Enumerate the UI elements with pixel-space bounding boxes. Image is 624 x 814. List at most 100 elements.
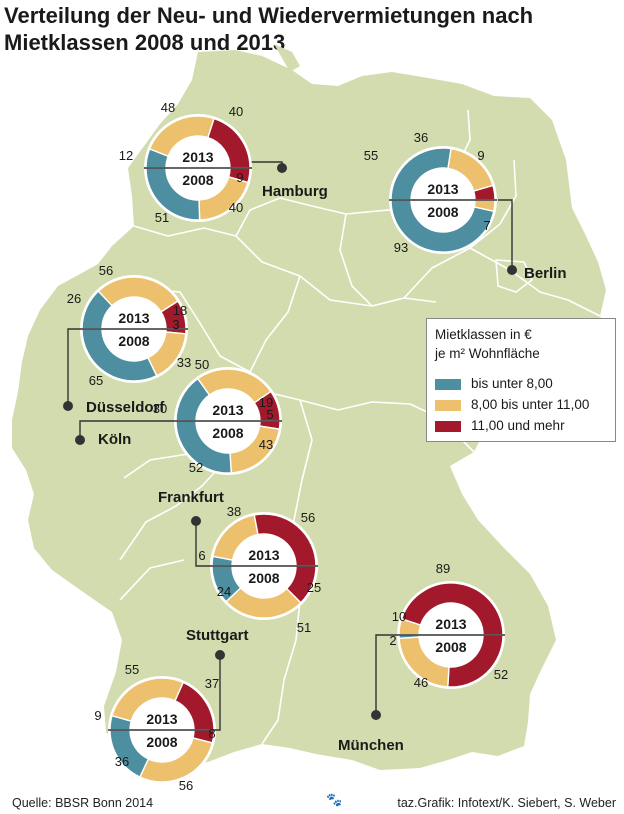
leader-line-4 <box>195 521 211 567</box>
year-2008-label: 2008 <box>212 425 243 441</box>
year-2013-label: 2013 <box>435 616 466 632</box>
legend-swatch-high <box>435 421 461 432</box>
legend-title: Mietklassen in € je m² Wohnfläche <box>435 325 540 363</box>
value-2008-5-0: 36 <box>115 754 129 769</box>
city-label-stuttgart: Stuttgart <box>186 627 249 644</box>
value-2008-5-2: 8 <box>208 726 215 741</box>
chart-title: Verteilung der Neu- und Wiedervermietung… <box>4 3 534 55</box>
city-marker-5 <box>215 650 225 660</box>
value-2008-6-1: 46 <box>414 675 428 690</box>
year-2008-label: 2008 <box>248 570 279 586</box>
city-marker-2 <box>63 401 73 411</box>
value-2008-6-2: 52 <box>494 667 508 682</box>
coast-islands <box>274 44 300 72</box>
value-2013-6-2: 89 <box>436 561 450 576</box>
donut-2 <box>80 275 188 383</box>
state-border-1 <box>235 197 421 237</box>
city-label-frankfurt: Frankfurt <box>158 489 224 506</box>
year-2008-label: 2008 <box>435 639 466 655</box>
donut-1 <box>389 146 497 254</box>
value-2008-0-0: 51 <box>155 210 169 225</box>
year-2013-label: 2013 <box>146 711 177 727</box>
value-2013-3-1: 50 <box>195 357 209 372</box>
value-2008-1-1: 7 <box>483 218 490 233</box>
credit-note: taz.Grafik: Infotext/K. Siebert, S. Webe… <box>397 796 616 810</box>
value-2013-3-0: 30 <box>153 401 167 416</box>
donut-3 <box>174 367 282 475</box>
city-label-berlin: Berlin <box>524 265 567 282</box>
value-2008-1-0: 93 <box>394 240 408 255</box>
year-2013-label: 2013 <box>182 149 213 165</box>
value-2013-5-1: 55 <box>125 662 139 677</box>
value-2013-4-1: 38 <box>227 504 241 519</box>
value-2013-0-2: 40 <box>229 104 243 119</box>
city-marker-6 <box>371 710 381 720</box>
value-2008-3-0: 52 <box>189 460 203 475</box>
year-2008-label: 2008 <box>146 734 177 750</box>
ring-2013-münchen-2 <box>400 582 504 636</box>
ring-2008-berlin-0 <box>390 199 495 253</box>
value-2013-2-1: 56 <box>99 263 113 278</box>
value-2008-2-0: 65 <box>89 373 103 388</box>
value-2013-6-1: 10 <box>392 609 406 624</box>
city-label-köln: Köln <box>98 431 131 448</box>
value-2013-5-2: 37 <box>205 676 219 691</box>
year-2013-label: 2013 <box>248 547 279 563</box>
state-border-13 <box>495 259 533 293</box>
legend-title-line1: Mietklassen in € <box>435 327 532 342</box>
city-marker-4 <box>191 516 201 526</box>
donut-6 <box>397 581 505 689</box>
value-2013-2-2: 18 <box>173 303 187 318</box>
legend-title-line2: je m² Wohnfläche <box>435 346 540 361</box>
legend-swatch-low <box>435 379 461 390</box>
value-2013-1-2: 9 <box>477 148 484 163</box>
leader-line-6 <box>375 634 398 715</box>
value-2013-0-0: 12 <box>119 148 133 163</box>
value-2008-3-2: 5 <box>266 407 273 422</box>
state-border-9 <box>119 559 185 601</box>
value-2008-2-1: 33 <box>177 355 191 370</box>
year-2008-label: 2008 <box>118 333 149 349</box>
value-2013-4-0: 6 <box>198 548 205 563</box>
city-label-hamburg: Hamburg <box>262 183 328 200</box>
donut-5 <box>108 676 216 784</box>
donut-4 <box>210 512 318 620</box>
legend-swatch-mid <box>435 400 461 411</box>
paw-icon: 🐾 <box>326 792 343 807</box>
value-2013-1-0: 55 <box>364 148 378 163</box>
state-border-0 <box>133 225 437 307</box>
city-label-düsseldorf: Düsseldorf <box>86 399 165 416</box>
value-2008-0-2: 9 <box>236 170 243 185</box>
value-2013-5-0: 9 <box>94 708 101 723</box>
value-2008-0-1: 40 <box>229 200 243 215</box>
value-2013-1-1: 36 <box>414 130 428 145</box>
value-2008-3-1: 43 <box>259 437 273 452</box>
value-2013-4-2: 56 <box>301 510 315 525</box>
value-2008-6-0: 2 <box>389 633 396 648</box>
value-2008-2-2: 3 <box>172 317 179 332</box>
city-marker-0 <box>277 163 287 173</box>
state-border-10 <box>403 159 517 299</box>
city-marker-3 <box>75 435 85 445</box>
value-2013-0-1: 48 <box>161 100 175 115</box>
value-2008-4-2: 25 <box>307 580 321 595</box>
year-2008-label: 2008 <box>427 204 458 220</box>
year-2013-label: 2013 <box>118 310 149 326</box>
leader-line-2 <box>67 328 84 406</box>
donut-0 <box>144 114 252 222</box>
legend-label-mid: 8,00 bis unter 11,00 <box>471 397 590 412</box>
value-2008-4-0: 24 <box>217 584 231 599</box>
legend: Mietklassen in € je m² Wohnfläche bis un… <box>426 318 616 442</box>
value-2008-4-1: 51 <box>297 620 311 635</box>
legend-label-low: bis unter 8,00 <box>471 376 553 391</box>
source-note: Quelle: BBSR Bonn 2014 <box>12 796 154 810</box>
legend-label-high: 11,00 und mehr <box>471 418 565 433</box>
leader-line-3 <box>79 420 176 440</box>
year-2013-label: 2013 <box>212 402 243 418</box>
state-border-2 <box>339 213 373 307</box>
city-label-münchen: München <box>338 737 404 754</box>
year-2008-label: 2008 <box>182 172 213 188</box>
year-2013-label: 2013 <box>427 181 458 197</box>
city-marker-1 <box>507 265 517 275</box>
